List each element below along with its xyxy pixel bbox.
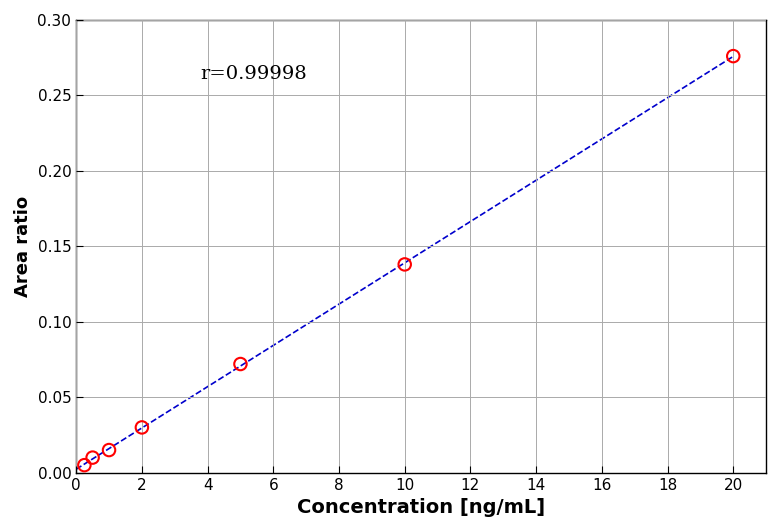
X-axis label: Concentration [ng/mL]: Concentration [ng/mL] [297,498,545,517]
Text: r=0.99998: r=0.99998 [200,65,307,83]
Point [87,453,99,462]
Point [727,52,739,61]
Y-axis label: Area ratio: Area ratio [14,196,32,297]
Point [234,360,246,369]
Point [103,446,115,455]
Point [136,423,148,432]
Point [78,461,90,469]
Point [399,260,411,269]
